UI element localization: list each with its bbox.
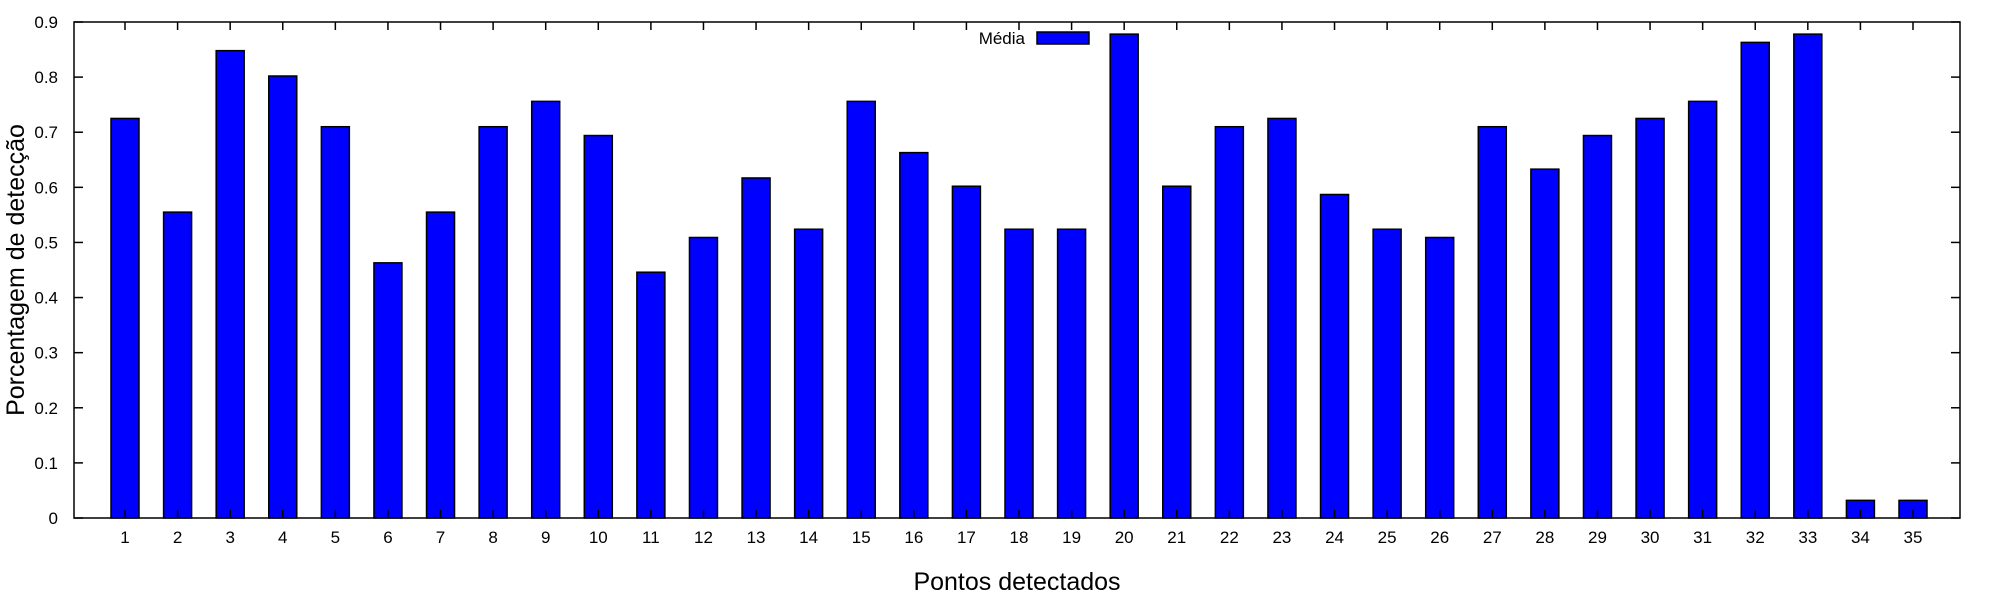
bar-32 <box>1740 41 1770 519</box>
legend-label: Média <box>979 29 1026 48</box>
x-tick-label: 1 <box>120 528 129 547</box>
x-tick-group: 1 2 3 4 5 6 7 8 9 10 11 12 13 14 15 16 17 18 19 20 21 22 23 24 2… <box>120 22 1922 547</box>
x-tick-label: 32 <box>1746 528 1765 547</box>
bar-26 <box>1424 236 1455 519</box>
bar-14 <box>793 228 824 519</box>
x-axis-title: Pontos detectados <box>913 568 1120 596</box>
x-tick-label: 31 <box>1693 528 1712 547</box>
x-tick-label: 8 <box>488 528 497 547</box>
bar-17 <box>951 185 982 519</box>
x-tick-label: 2 <box>173 528 182 547</box>
x-tick-label: 19 <box>1062 528 1081 547</box>
bar-1 <box>110 117 140 519</box>
x-tick-label: 25 <box>1378 528 1397 547</box>
x-tick-label: 12 <box>694 528 713 547</box>
x-tick-label: 27 <box>1483 528 1502 547</box>
x-tick-label: 7 <box>436 528 445 547</box>
x-tick-label: 16 <box>904 528 923 547</box>
x-tick-label: 17 <box>957 528 976 547</box>
y-tick-label: 0.8 <box>34 68 58 87</box>
legend-swatch <box>1036 31 1090 45</box>
y-tick-label: 0.5 <box>34 233 58 252</box>
x-tick-label: 9 <box>541 528 550 547</box>
bar-27 <box>1477 125 1508 519</box>
bar-11 <box>636 271 666 519</box>
bar-3 <box>215 49 245 519</box>
bar-20 <box>1109 33 1139 519</box>
bar-10 <box>583 134 614 519</box>
y-tick-label: 0.6 <box>34 178 58 197</box>
bar-5 <box>320 125 351 519</box>
bar-15 <box>846 100 876 519</box>
bar-30 <box>1635 117 1665 519</box>
bars-group <box>110 33 1928 519</box>
x-tick-label: 18 <box>1010 528 1029 547</box>
y-tick-label: 0.4 <box>34 289 58 308</box>
x-tick-label: 11 <box>642 528 660 547</box>
bar-31 <box>1687 100 1718 519</box>
bar-33 <box>1793 33 1823 519</box>
x-tick-label: 3 <box>225 528 234 547</box>
bar-7 <box>425 211 456 519</box>
bar-28 <box>1530 168 1560 519</box>
x-tick-label: 21 <box>1167 528 1186 547</box>
x-tick-label: 13 <box>747 528 766 547</box>
x-tick-label: 20 <box>1115 528 1134 547</box>
bar-9 <box>530 100 561 519</box>
x-tick-label: 14 <box>799 528 818 547</box>
x-tick-label: 30 <box>1641 528 1660 547</box>
x-tick-label: 15 <box>852 528 871 547</box>
y-tick-label: 0.1 <box>34 454 58 473</box>
bar-24 <box>1319 193 1350 519</box>
x-tick-label: 10 <box>589 528 608 547</box>
x-tick-label: 33 <box>1798 528 1817 547</box>
bar-25 <box>1372 228 1402 519</box>
bar-2 <box>162 211 193 519</box>
bar-23 <box>1267 117 1297 519</box>
legend: Média <box>979 29 1090 48</box>
bar-6 <box>373 262 403 519</box>
x-tick-label: 29 <box>1588 528 1607 547</box>
x-tick-label: 34 <box>1851 528 1870 547</box>
y-axis-title: Porcentagem de detecção <box>2 124 30 416</box>
x-tick-label: 24 <box>1325 528 1344 547</box>
x-tick-label: 5 <box>331 528 340 547</box>
x-tick-label: 35 <box>1904 528 1923 547</box>
x-tick-label: 28 <box>1535 528 1554 547</box>
x-tick-label: 22 <box>1220 528 1239 547</box>
y-tick-label: 0.9 <box>34 13 58 32</box>
bar-22 <box>1214 125 1245 519</box>
plot-frame <box>73 21 1961 519</box>
x-tick-label: 26 <box>1430 528 1449 547</box>
bar-4 <box>268 75 298 519</box>
bar-21 <box>1162 185 1192 519</box>
bar-19 <box>1056 228 1087 519</box>
x-tick-label: 4 <box>278 528 287 547</box>
y-tick-label: 0.7 <box>34 123 58 142</box>
y-tick-label: 0.2 <box>34 399 58 418</box>
x-tick-label: 6 <box>383 528 392 547</box>
y-tick-label: 0 <box>49 509 58 528</box>
x-tick-label: 23 <box>1272 528 1291 547</box>
y-tick-label: 0.3 <box>34 344 58 363</box>
bar-13 <box>741 177 771 519</box>
bar-16 <box>899 151 929 519</box>
bar-29 <box>1582 134 1613 519</box>
bar-18 <box>1004 228 1034 519</box>
bar-12 <box>688 236 719 519</box>
bar-8 <box>478 125 508 519</box>
